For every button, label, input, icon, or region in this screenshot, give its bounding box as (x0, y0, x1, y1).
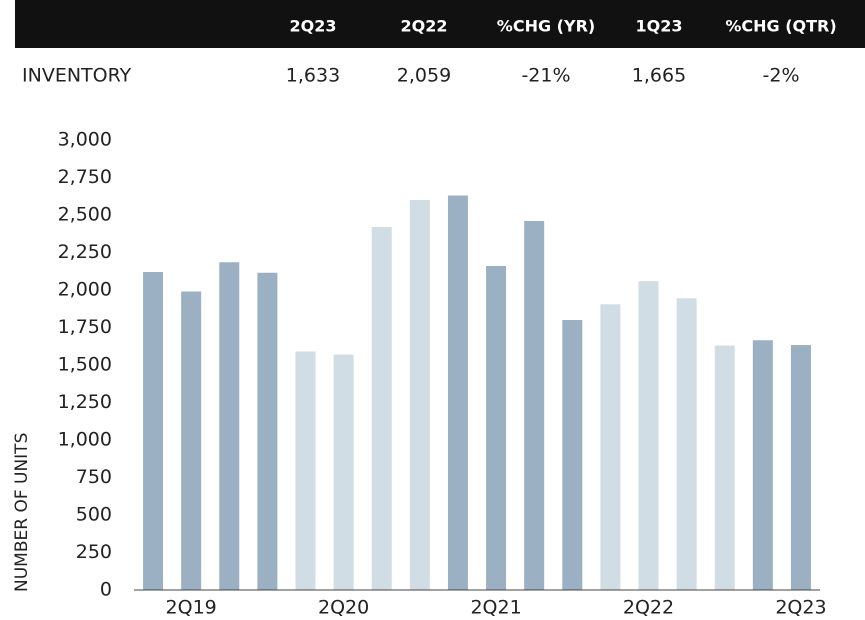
bar (219, 262, 240, 590)
bar (181, 291, 202, 590)
y-tick-label: 0 (100, 579, 112, 601)
bar (486, 266, 507, 590)
y-tick-label: 2,250 (58, 241, 112, 263)
table-cell: INVENTORY (22, 65, 132, 87)
x-tick-label: 2Q20 (318, 597, 369, 619)
table-cell: 1,665 (632, 65, 686, 87)
y-tick-label: 750 (76, 466, 112, 488)
bar (676, 298, 697, 590)
y-tick-label: 1,750 (58, 316, 112, 338)
y-tick-label: 1,000 (58, 429, 112, 451)
bar (257, 272, 278, 590)
y-tick-label: 250 (76, 541, 112, 563)
table-header-band (15, 0, 865, 48)
bar (409, 200, 430, 590)
table-header-cell: %CHG (QTR) (725, 17, 836, 36)
y-tick-label: 2,000 (58, 279, 112, 301)
table-cell: 2,059 (397, 65, 451, 87)
x-tick-label: 2Q23 (775, 597, 826, 619)
x-tick-label: 2Q19 (166, 597, 217, 619)
bar (333, 354, 354, 590)
y-tick-label: 2,750 (58, 166, 112, 188)
x-tick-label: 2Q21 (470, 597, 521, 619)
bar (562, 320, 583, 590)
y-tick-label: 1,250 (58, 391, 112, 413)
bar (714, 345, 735, 590)
table-cell: 1,633 (286, 65, 340, 87)
bar (447, 195, 468, 590)
table-header-cell: %CHG (YR) (497, 17, 595, 36)
table-cell: -21% (521, 65, 570, 87)
y-tick-label: 2,500 (58, 204, 112, 226)
x-tick-label: 2Q22 (623, 597, 674, 619)
bar (295, 351, 316, 590)
table-header-cell: 2Q22 (401, 17, 448, 36)
bar (524, 221, 545, 590)
bar (790, 345, 811, 590)
bar (600, 304, 621, 590)
bar (752, 340, 773, 590)
bar (638, 281, 659, 590)
table-cell: -2% (763, 65, 800, 87)
y-tick-label: 3,000 (58, 129, 112, 151)
y-axis-label: NUMBER OF UNITS (12, 433, 32, 592)
y-tick-label: 1,500 (58, 354, 112, 376)
table-header-cell: 1Q23 (636, 17, 683, 36)
bar (371, 227, 392, 590)
y-tick-label: 500 (76, 504, 112, 526)
table-header-cell: 2Q23 (290, 17, 337, 36)
bar (143, 272, 164, 590)
